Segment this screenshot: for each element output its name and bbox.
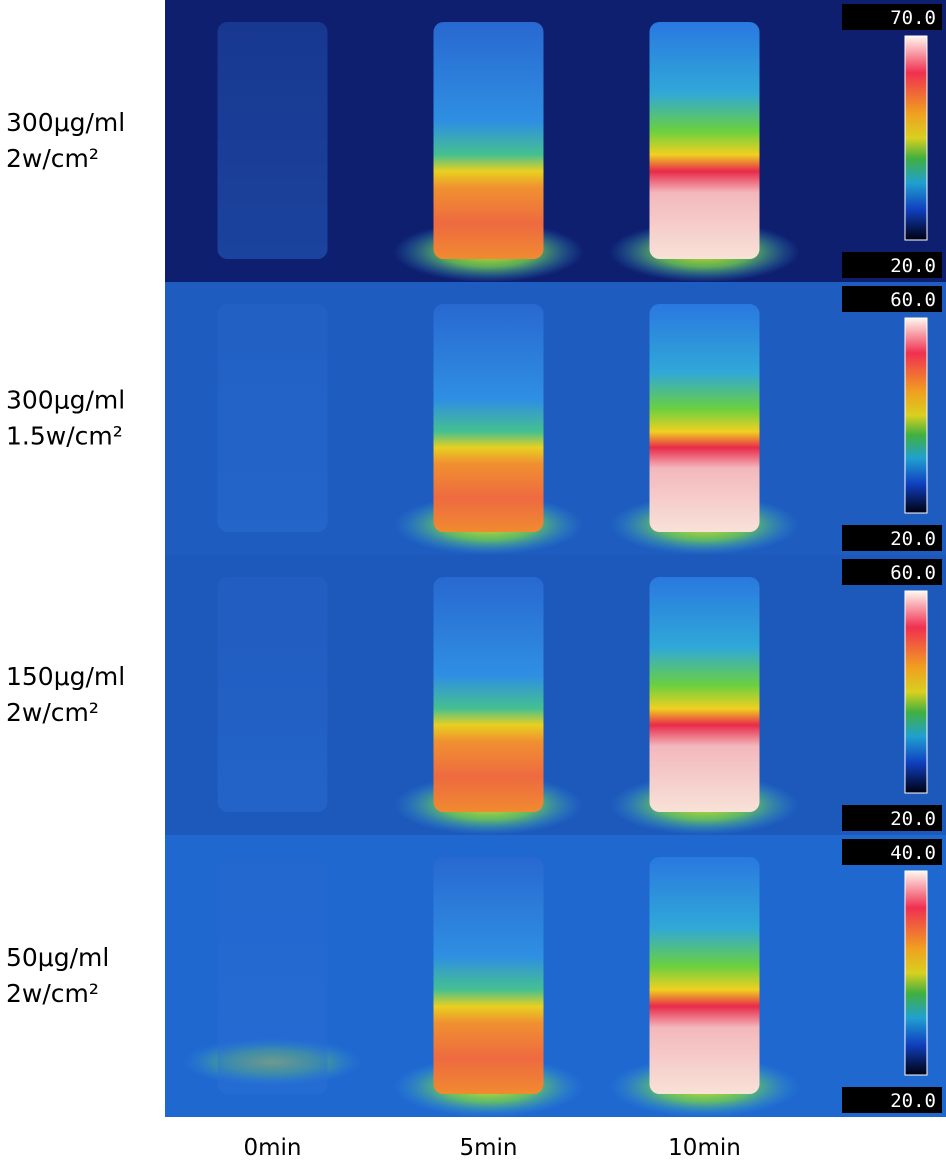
vial — [649, 22, 760, 259]
scale-box — [842, 286, 942, 312]
scale-box — [842, 839, 942, 865]
row-label: 2w/cm² — [6, 144, 99, 173]
vial — [217, 22, 328, 259]
vial — [217, 304, 328, 532]
scale-box — [842, 559, 942, 585]
column-label: 0min — [243, 1135, 301, 1161]
row-label: 2w/cm² — [6, 698, 99, 727]
row-label: 150μg/ml — [6, 662, 125, 691]
vial — [433, 857, 544, 1094]
scale-box — [842, 4, 942, 30]
row-label: 300μg/ml — [6, 386, 125, 415]
scale-max: 70.0 — [890, 7, 936, 29]
scale-max: 60.0 — [890, 289, 936, 311]
vial — [433, 577, 544, 812]
scale-box — [842, 252, 942, 278]
vial — [433, 22, 544, 259]
scale-box — [842, 1087, 942, 1113]
vial — [217, 577, 328, 812]
row-label: 50μg/ml — [6, 943, 109, 972]
vial — [433, 304, 544, 532]
row-label: 2w/cm² — [6, 979, 99, 1008]
column-label: 10min — [668, 1135, 741, 1161]
scale-min: 20.0 — [890, 808, 936, 830]
vial — [649, 857, 760, 1094]
scale-max: 60.0 — [890, 562, 936, 584]
scale-min: 20.0 — [890, 528, 936, 550]
color-scale — [904, 35, 928, 241]
scale-box — [842, 805, 942, 831]
scale-box — [842, 525, 942, 551]
scale-min: 20.0 — [890, 255, 936, 277]
row-label: 1.5w/cm² — [6, 422, 123, 451]
color-scale — [904, 870, 928, 1076]
color-scale — [904, 590, 928, 794]
scale-max: 40.0 — [890, 842, 936, 864]
vial — [217, 857, 328, 1094]
row-label: 300μg/ml — [6, 108, 125, 137]
vial — [649, 304, 760, 532]
vial — [649, 577, 760, 812]
column-label: 5min — [459, 1135, 517, 1161]
color-scale — [904, 317, 928, 514]
scale-min: 20.0 — [890, 1090, 936, 1112]
